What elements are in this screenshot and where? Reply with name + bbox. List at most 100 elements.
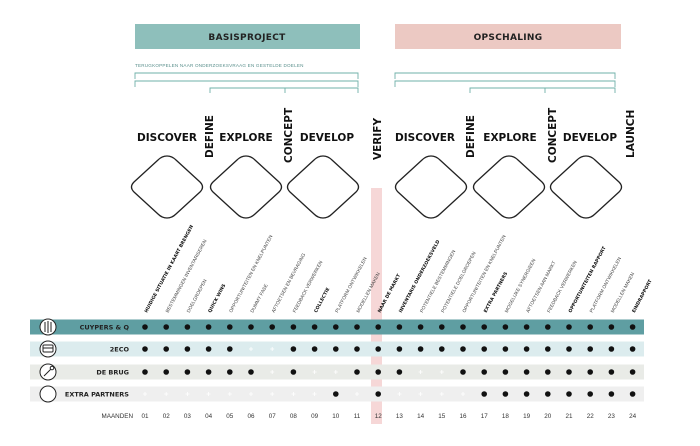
month-label: 18 bbox=[502, 413, 510, 420]
empty-marker bbox=[249, 392, 253, 396]
activity-dot bbox=[396, 324, 403, 330]
task-label: OPPORTUNITEITEN EN KNELPUNTEN bbox=[461, 234, 507, 314]
activity-dot bbox=[608, 324, 615, 330]
diamond-shape bbox=[130, 155, 204, 219]
basisproject-header bbox=[135, 24, 360, 49]
circle-icon bbox=[39, 385, 57, 403]
activity-dot bbox=[354, 346, 360, 352]
task-label: QUICK WINS bbox=[207, 283, 227, 314]
empty-marker bbox=[270, 392, 275, 396]
empty-marker bbox=[355, 392, 359, 396]
activity-dot bbox=[227, 324, 233, 330]
activity-dot bbox=[375, 324, 382, 330]
activity-dot bbox=[523, 324, 530, 330]
phase-develop-2: DEVELOP bbox=[563, 132, 617, 144]
month-label: 24 bbox=[629, 413, 637, 420]
phase-concept-1: CONCEPT bbox=[283, 107, 295, 163]
month-label: 20 bbox=[544, 413, 552, 420]
activity-dot bbox=[608, 391, 615, 397]
activity-dot bbox=[375, 346, 382, 352]
activity-dot bbox=[545, 369, 551, 375]
activity-dot bbox=[523, 346, 530, 352]
activity-dot bbox=[502, 346, 509, 352]
empty-marker bbox=[418, 370, 423, 374]
activity-dot bbox=[290, 369, 297, 375]
month-label: 14 bbox=[417, 413, 425, 420]
phase-launch: LAUNCH bbox=[625, 110, 637, 158]
empty-marker bbox=[143, 392, 147, 396]
row-label-cuypers: CUYPERS & Q bbox=[80, 324, 130, 332]
month-labels: 01 02 03 04 05 06 07 08 09 10 11 12 13 14 15 16 17 18 19 20… bbox=[141, 413, 636, 420]
activity-dot bbox=[333, 324, 339, 330]
empty-marker bbox=[333, 370, 338, 374]
task-label: COLLECTIE bbox=[313, 287, 331, 314]
bus-icon bbox=[39, 340, 57, 358]
activity-dot bbox=[460, 346, 466, 352]
activity-dot bbox=[290, 324, 297, 330]
phase-explore-2: EXPLORE bbox=[483, 132, 536, 144]
activity-dot bbox=[566, 369, 572, 375]
activity-dot bbox=[502, 391, 509, 397]
phase-verify: VERIFY bbox=[372, 118, 384, 160]
activity-dot bbox=[629, 324, 636, 330]
activity-dot bbox=[311, 346, 318, 352]
activity-dot bbox=[608, 369, 615, 375]
phase-discover-2: DISCOVER bbox=[395, 132, 455, 144]
feedback-subtitle: TERUGKOPPELEN NAAR ONDERZOEKSVRAAG EN GE… bbox=[135, 63, 304, 68]
wrench-icon bbox=[39, 363, 57, 381]
task-label: POTENTIELE DOELGROEPEN bbox=[440, 250, 478, 314]
activity-dot bbox=[375, 369, 382, 375]
empty-marker bbox=[397, 392, 402, 396]
month-label: 11 bbox=[354, 413, 361, 420]
empty-marker bbox=[418, 392, 423, 396]
activity-dot bbox=[354, 324, 360, 330]
activity-dot bbox=[163, 346, 169, 352]
activity-dot bbox=[184, 324, 191, 330]
activity-dot bbox=[184, 369, 191, 375]
activity-dot bbox=[354, 369, 360, 375]
activity-dot bbox=[205, 369, 212, 375]
opschaling-header bbox=[395, 24, 621, 49]
activity-dot bbox=[269, 324, 276, 330]
activity-dot bbox=[375, 391, 382, 397]
empty-marker bbox=[185, 392, 190, 396]
activity-dot bbox=[566, 324, 572, 330]
activity-dot bbox=[184, 346, 191, 352]
month-label: 06 bbox=[247, 413, 255, 420]
month-label: 05 bbox=[226, 413, 234, 420]
basisproject-title: BASISPROJECT bbox=[208, 33, 286, 43]
task-label: DUMMY FASE bbox=[249, 283, 269, 314]
phase-define-1: DEFINE bbox=[204, 115, 216, 158]
activity-dot bbox=[523, 391, 530, 397]
opschaling-title: OPSCHALING bbox=[474, 33, 543, 43]
months-label: MAANDEN bbox=[102, 413, 134, 420]
diamonds bbox=[130, 155, 623, 219]
activity-dot bbox=[481, 369, 488, 375]
empty-marker bbox=[439, 392, 444, 396]
month-label: 07 bbox=[269, 413, 277, 420]
empty-marker bbox=[270, 370, 275, 374]
activity-dot bbox=[248, 324, 254, 330]
activity-dot bbox=[396, 346, 403, 352]
activity-dot bbox=[248, 369, 254, 375]
month-label: 02 bbox=[163, 413, 171, 420]
activity-dot bbox=[417, 346, 424, 352]
activity-dot bbox=[523, 369, 530, 375]
month-label: 22 bbox=[587, 413, 595, 420]
month-label: 21 bbox=[565, 413, 573, 420]
activity-dot bbox=[333, 391, 339, 397]
activity-dot bbox=[460, 369, 466, 375]
activity-dot bbox=[460, 324, 466, 330]
row-label-2eco: 2ECO bbox=[110, 346, 130, 354]
activity-dot bbox=[502, 324, 509, 330]
month-label: 23 bbox=[608, 413, 616, 420]
row-label-debrug: DE BRUG bbox=[96, 369, 129, 377]
phase-define-2: DEFINE bbox=[465, 115, 477, 158]
activity-dot bbox=[439, 346, 445, 352]
task-label: MODELLEN MAKEN bbox=[610, 271, 637, 314]
activity-dot bbox=[142, 346, 148, 352]
phase-explore-1: EXPLORE bbox=[219, 132, 272, 144]
month-label: 01 bbox=[141, 413, 149, 420]
activity-dot bbox=[502, 369, 509, 375]
